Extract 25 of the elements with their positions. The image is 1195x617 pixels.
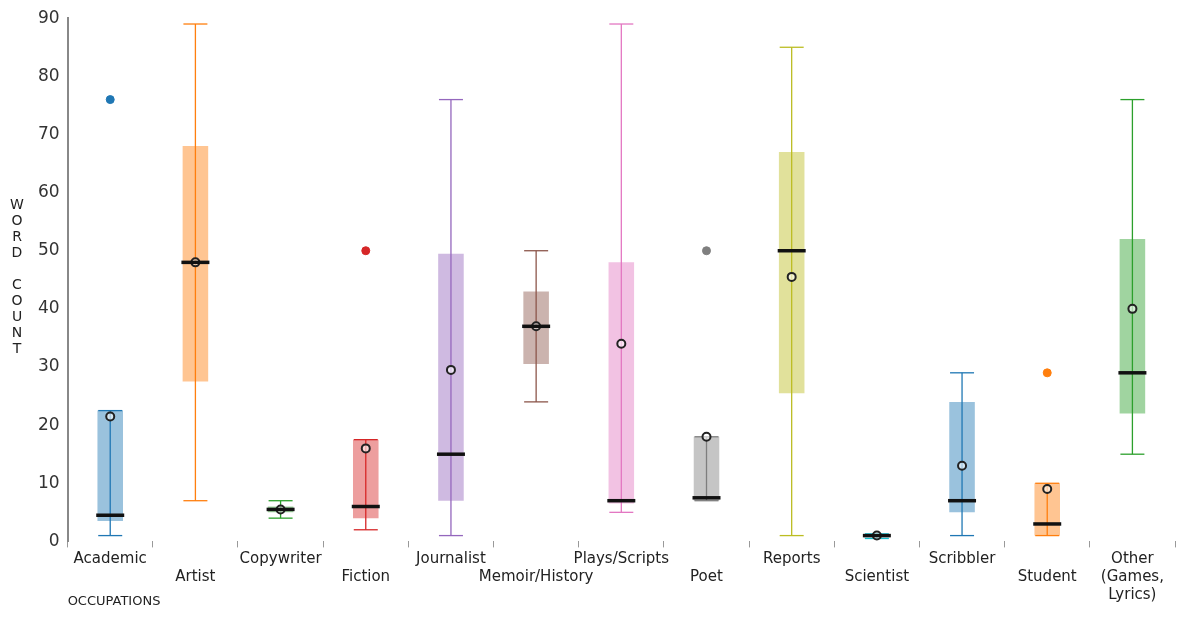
x-tick-label: Reports: [762, 549, 821, 568]
x-tick-label: Poet: [690, 567, 724, 586]
x-tick-label: Academic: [73, 549, 147, 568]
y-tick-label: 90: [37, 6, 60, 27]
x-tick-label: Fiction: [341, 567, 391, 586]
x-tick-label: Scientist: [844, 567, 910, 586]
x-tick-label: Journalist: [415, 549, 486, 568]
x-tick-label: Student: [1017, 567, 1077, 586]
x-tick-label: Plays/Scripts: [573, 549, 670, 568]
y-tick-label: 70: [37, 122, 60, 143]
x-tick-label: Artist: [175, 567, 216, 586]
x-tick-label: Copywriter: [239, 549, 323, 568]
y-tick-label: 80: [37, 64, 60, 85]
x-tick-label: Memoir/History: [478, 567, 594, 586]
x-axis-title: OCCUPATIONS: [67, 592, 161, 608]
y-tick-label: 20: [37, 413, 60, 434]
y-axis-title: WORD COUNT: [9, 196, 25, 356]
y-tick-label: 10: [37, 471, 60, 492]
y-tick-label: 60: [37, 181, 60, 202]
y-tick-label: 40: [37, 297, 60, 318]
y-tick-label: 30: [37, 355, 60, 376]
y-tick-label: 50: [37, 239, 60, 260]
x-tick-label: Other (Games, Lyrics): [1100, 549, 1164, 604]
x-tick-label: Scribbler: [928, 549, 997, 568]
y-tick-label: 0: [48, 529, 60, 550]
